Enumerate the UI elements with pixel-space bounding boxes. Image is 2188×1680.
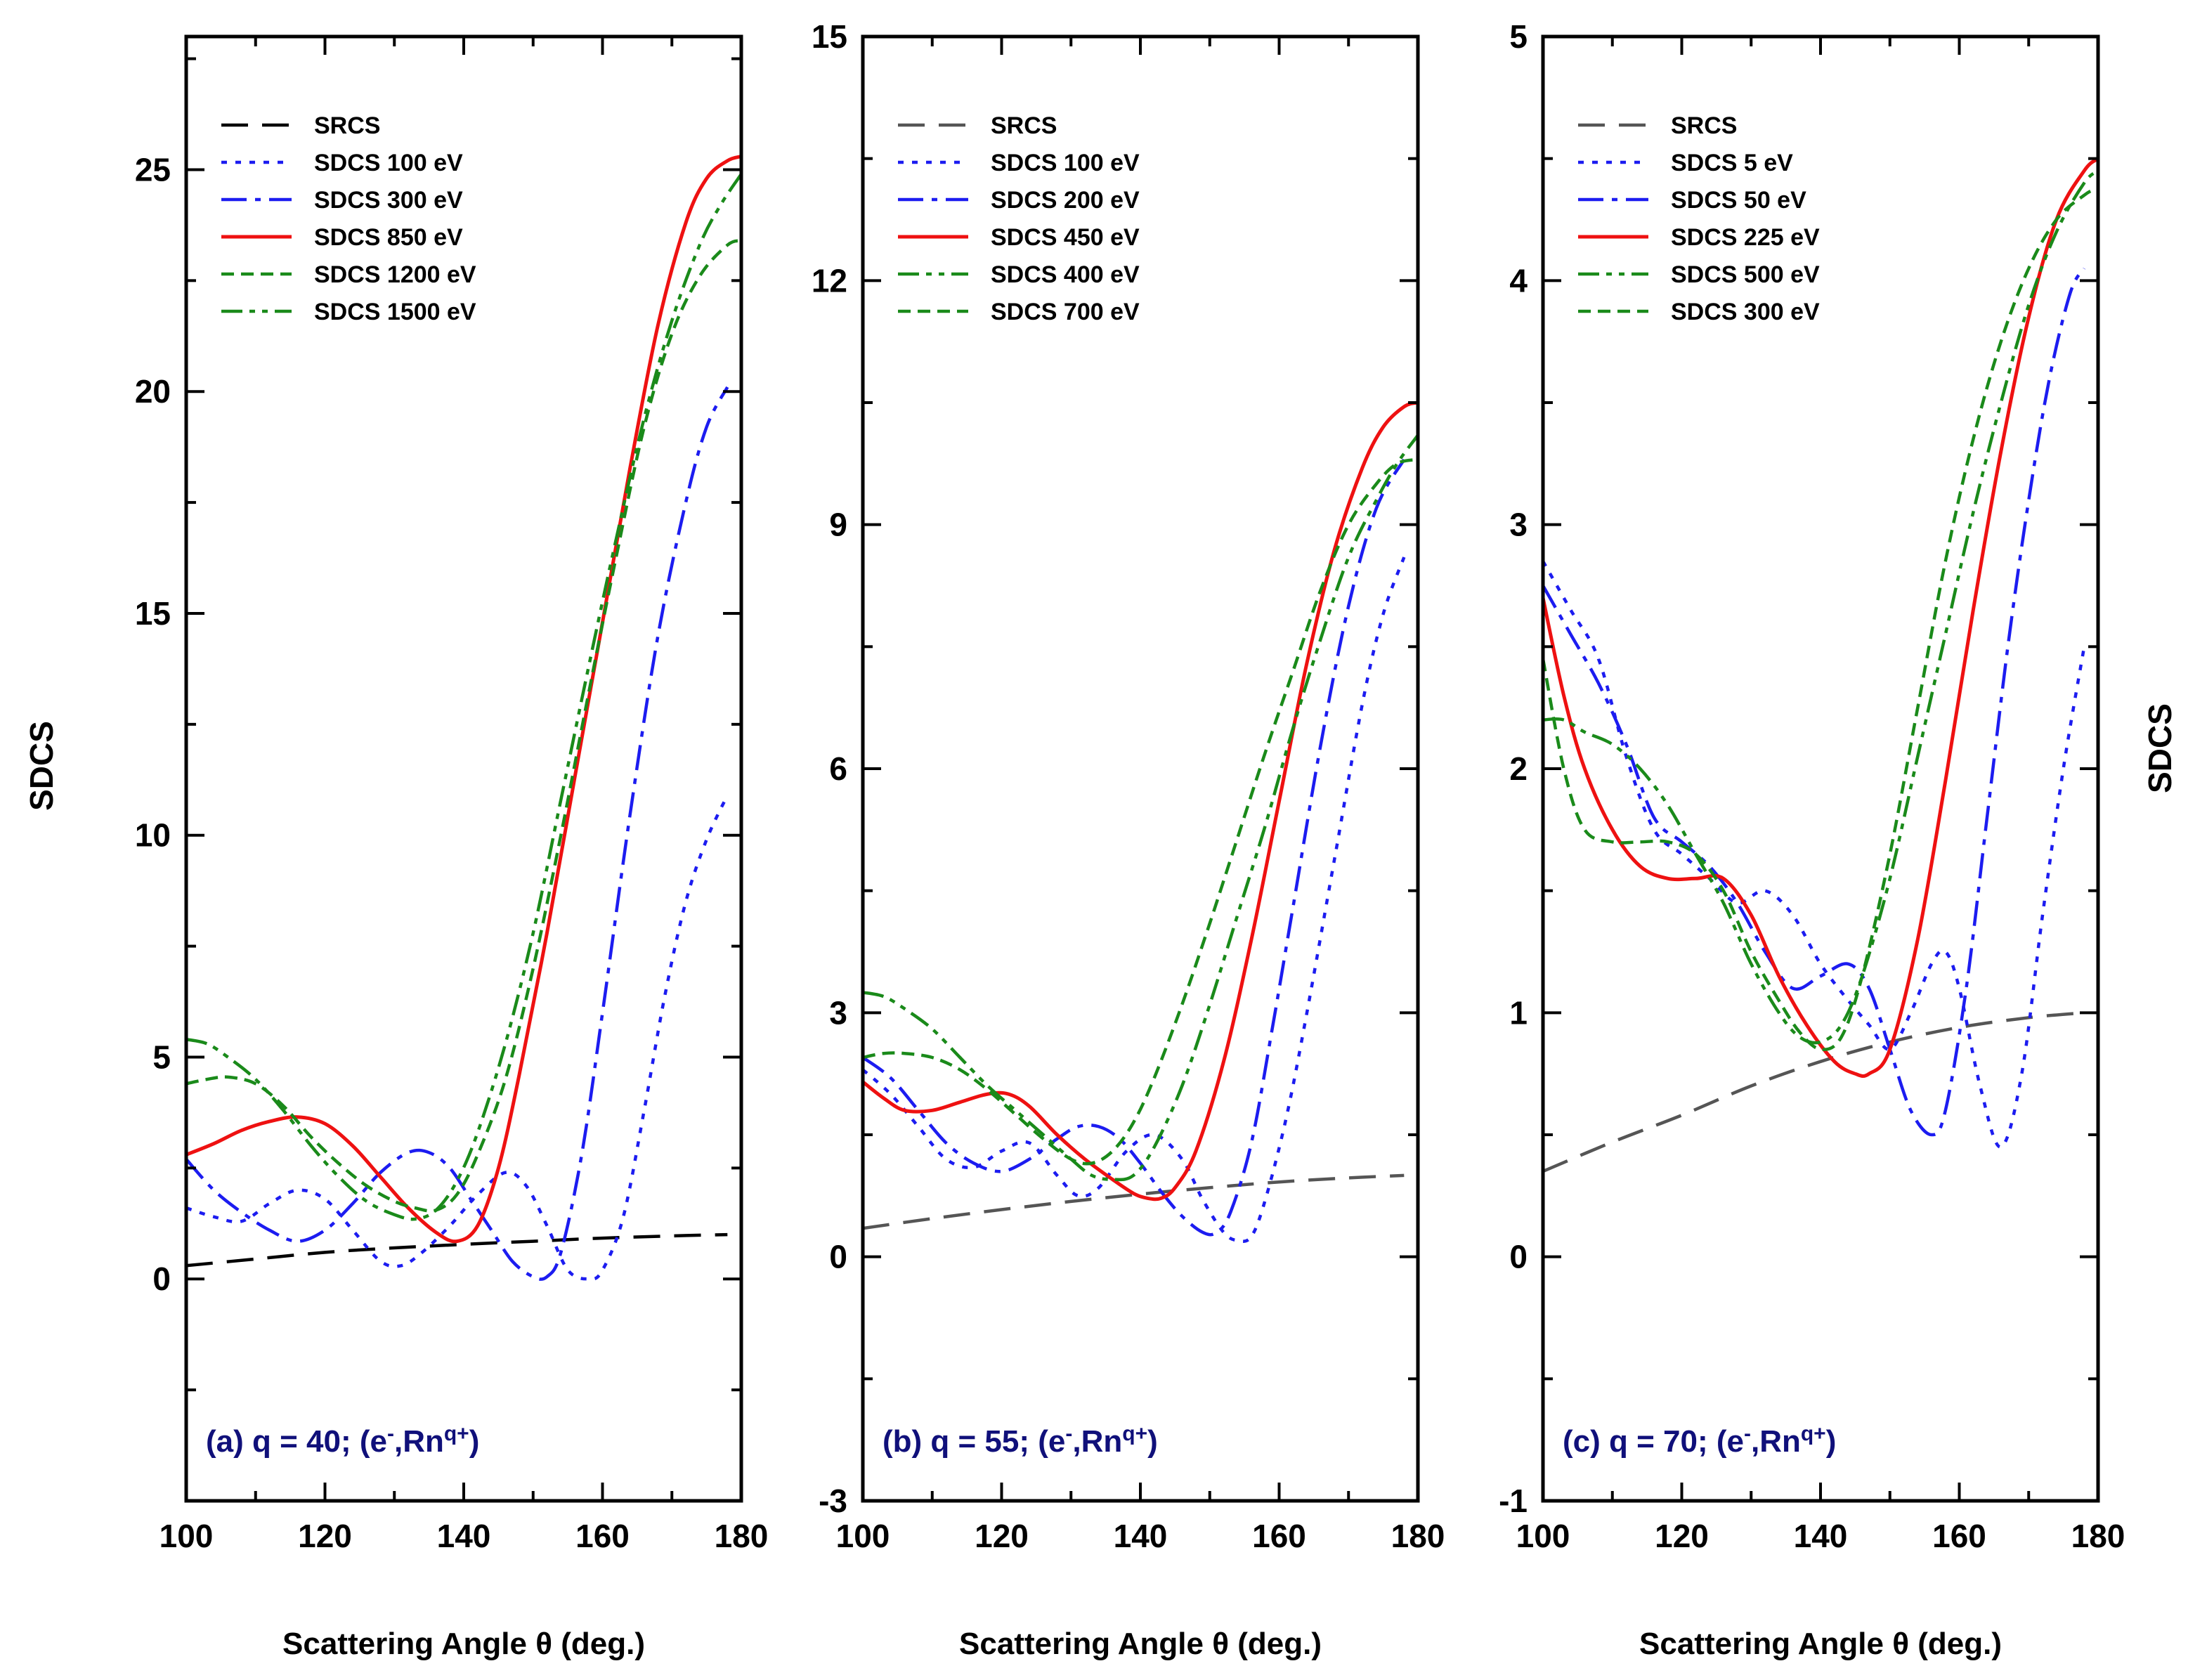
legend: SRCS SDCS 5 eV SDCS 50 eV SDCS 225 eV SDCS 5… — [1578, 112, 1820, 325]
y-tick-label: 6 — [829, 750, 847, 787]
x-tick-label: 180 — [715, 1518, 769, 1554]
x-tick-label: 120 — [975, 1518, 1029, 1554]
legend-label: SDCS 100 eV — [314, 150, 463, 176]
legend-label: SDCS 450 eV — [991, 224, 1140, 251]
legend-label: SRCS — [991, 112, 1057, 139]
x-tick-label: 160 — [1252, 1518, 1306, 1554]
plot-frame — [184, 34, 743, 1503]
series-line-sdcs-5-ev — [1543, 560, 2086, 1149]
y-tick-label: 2 — [1509, 750, 1528, 787]
y-axis-title-right: SDCS — [2142, 703, 2178, 793]
y-tick-label: 9 — [829, 507, 847, 543]
x-tick-label: 160 — [1932, 1518, 1986, 1554]
x-tick-label: 100 — [836, 1518, 890, 1554]
x-tick-label: 180 — [2071, 1518, 2125, 1554]
series-line-sdcs-300-ev — [186, 386, 729, 1281]
series-group — [863, 401, 1418, 1243]
panel-c: 100 120 140 160 180 -1 0 1 2 3 4 5 Scattering Angle … — [1499, 18, 2125, 1661]
y-tick-label: 10 — [135, 817, 171, 854]
series-line-srcs — [186, 1232, 728, 1268]
y-tick-label: 0 — [829, 1239, 847, 1275]
y-tick-label: -3 — [819, 1483, 847, 1519]
series-line-sdcs-450-ev — [863, 401, 1418, 1202]
y-tick-label: -1 — [1499, 1483, 1528, 1519]
legend-label: SDCS 850 eV — [314, 224, 463, 251]
legend-label: SDCS 50 eV — [1671, 187, 1806, 214]
legend-label: SRCS — [314, 112, 380, 139]
y-tick-label: 15 — [135, 595, 171, 632]
legend: SRCS SDCS 100 eV SDCS 200 eV SDCS 450 eV SDC… — [898, 112, 1140, 325]
x-axis-title: Scattering Angle θ (deg.) — [1639, 1627, 2002, 1661]
y-tick-label: 15 — [812, 18, 847, 55]
series-line-sdcs-100-ev — [186, 794, 729, 1281]
x-tick-label: 100 — [159, 1518, 214, 1554]
x-tick-label: 140 — [437, 1518, 491, 1554]
series-line-sdcs-400-ev — [863, 434, 1418, 1182]
y-tick-label: 5 — [1509, 18, 1528, 55]
panel-annotation: (a) q = 40; (e-,Rnq+) — [206, 1422, 479, 1459]
plot-frame — [861, 34, 1420, 1503]
series-line-srcs — [1543, 1011, 2085, 1173]
x-axis-title: Scattering Angle θ (deg.) — [959, 1627, 1322, 1661]
x-tick-label: 180 — [1391, 1518, 1445, 1554]
x-tick-label: 140 — [1114, 1518, 1168, 1554]
y-tick-label: 3 — [829, 994, 847, 1031]
series-line-sdcs-300-ev — [1543, 186, 2098, 1051]
x-axis-title: Scattering Angle θ (deg.) — [282, 1627, 645, 1661]
series-line-sdcs-500-ev — [1543, 169, 2098, 1045]
series-line-sdcs-700-ev — [863, 457, 1418, 1166]
series-line-sdcs-850-ev — [186, 155, 741, 1244]
series-line-sdcs-200-ev — [863, 458, 1406, 1237]
y-tick-label: 5 — [152, 1038, 171, 1075]
series-group — [186, 155, 741, 1281]
legend-label: SDCS 300 eV — [1671, 299, 1820, 325]
y-tick-label: 3 — [1509, 507, 1528, 543]
y-tick-label: 25 — [135, 151, 171, 188]
legend-label: SDCS 5 eV — [1671, 150, 1793, 176]
panel-b: 100 120 140 160 180 -3 0 3 6 9 12 15 Scattering Angl… — [812, 18, 1445, 1661]
plot-frame — [1541, 34, 2100, 1503]
legend-label: SDCS 100 eV — [991, 150, 1140, 176]
series-group — [1543, 157, 2098, 1173]
series-line-srcs — [863, 1173, 1405, 1230]
panel-a: 100 120 140 160 180 0 5 10 15 20 25 Scattering Angl… — [135, 34, 769, 1661]
y-tick-label: 4 — [1509, 262, 1528, 299]
legend-label: SDCS 225 eV — [1671, 224, 1820, 251]
legend-label: SDCS 700 eV — [991, 299, 1140, 325]
y-tick-label: 20 — [135, 373, 171, 410]
series-line-sdcs-100-ev — [863, 556, 1406, 1243]
y-tick-label: 0 — [1509, 1239, 1528, 1275]
legend-label: SDCS 500 eV — [1671, 261, 1820, 288]
y-tick-label: 12 — [812, 262, 847, 299]
x-tick-label: 120 — [1655, 1518, 1709, 1554]
y-axis-title-left: SDCS — [23, 721, 60, 811]
x-tick-label: 160 — [575, 1518, 630, 1554]
series-line-sdcs-1200-ev — [186, 239, 741, 1213]
legend: SRCS SDCS 100 eV SDCS 300 eV SDCS 850 eV SDC… — [221, 112, 476, 325]
panel-annotation: (b) q = 55; (e-,Rnq+) — [883, 1422, 1158, 1459]
panel-annotation: (c) q = 70; (e-,Rnq+) — [1563, 1422, 1836, 1459]
y-tick-label: 0 — [152, 1261, 171, 1297]
legend-label: SDCS 200 eV — [991, 187, 1140, 214]
x-tick-label: 100 — [1516, 1518, 1570, 1554]
y-tick-label: 1 — [1509, 994, 1528, 1031]
legend-label: SDCS 1500 eV — [314, 299, 476, 325]
legend-label: SRCS — [1671, 112, 1737, 139]
series-line-sdcs-225-ev — [1543, 157, 2098, 1079]
legend-label: SDCS 300 eV — [314, 187, 463, 214]
x-tick-label: 120 — [298, 1518, 352, 1554]
legend-label: SDCS 1200 eV — [314, 261, 476, 288]
legend-label: SDCS 400 eV — [991, 261, 1140, 288]
series-line-sdcs-1500-ev — [186, 173, 741, 1221]
x-tick-label: 140 — [1794, 1518, 1848, 1554]
